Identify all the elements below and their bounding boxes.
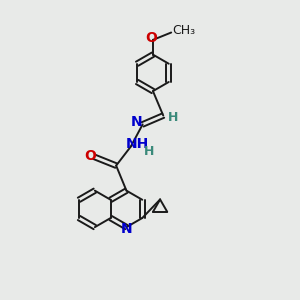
- Text: CH₃: CH₃: [173, 24, 196, 37]
- Text: O: O: [146, 31, 158, 44]
- Text: N: N: [130, 115, 142, 129]
- Text: N: N: [121, 222, 132, 236]
- Text: O: O: [85, 149, 97, 163]
- Text: NH: NH: [126, 137, 149, 151]
- Text: H: H: [144, 145, 154, 158]
- Text: H: H: [168, 111, 179, 124]
